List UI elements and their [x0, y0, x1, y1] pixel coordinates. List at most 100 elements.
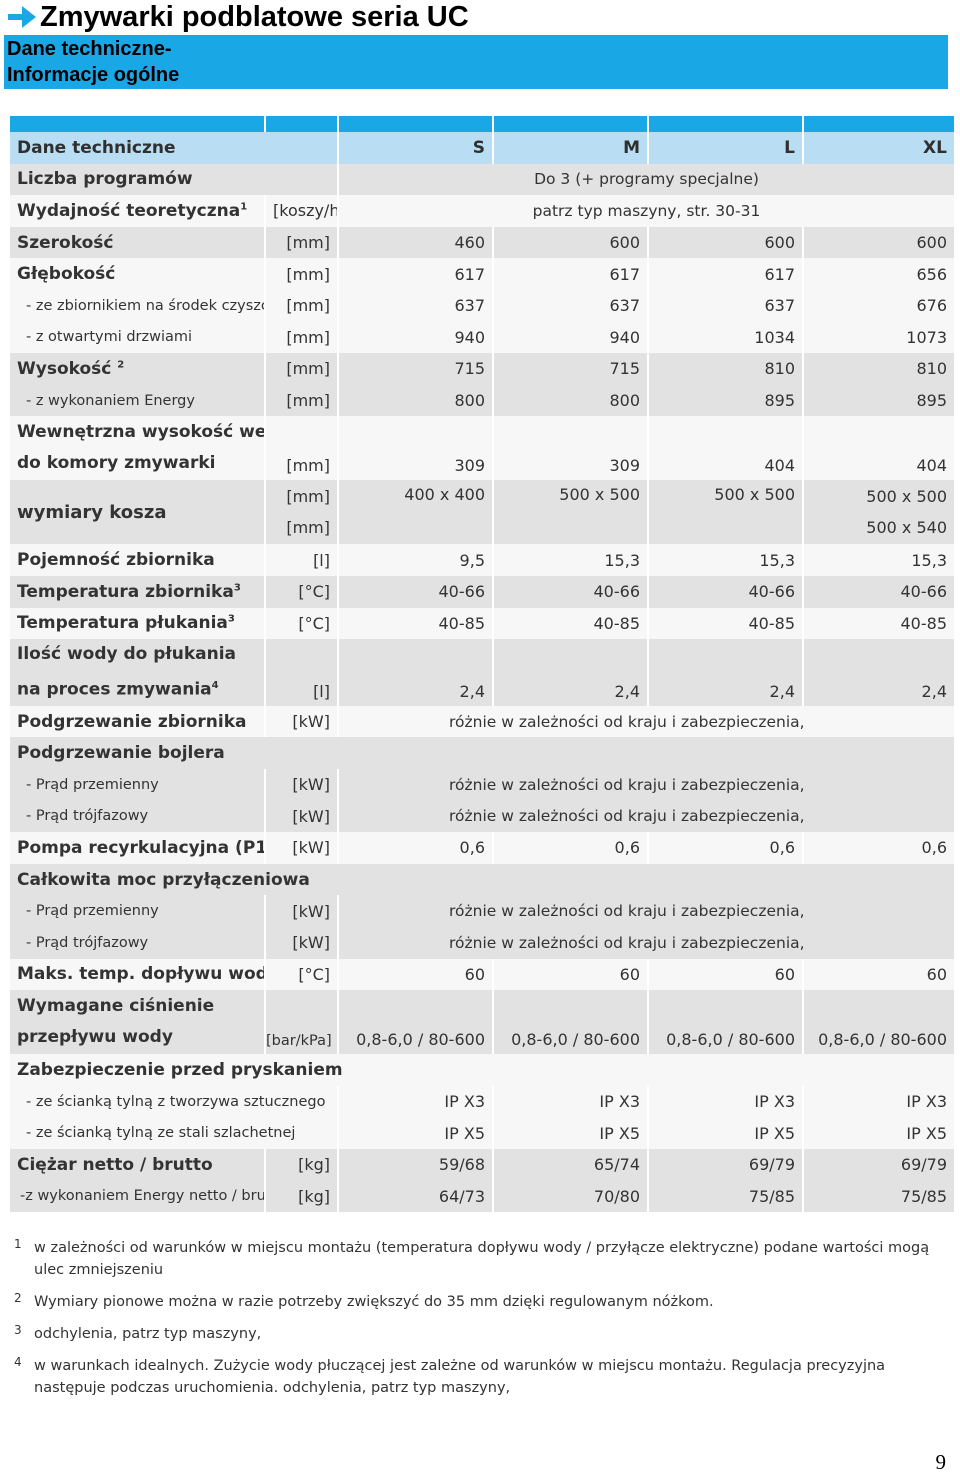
table-row: - Prąd trójfazowy [kW] różnie w zależnoś… [10, 800, 954, 833]
cell-m: 40-66 [493, 575, 649, 608]
cell-xl: 40-66 [803, 575, 954, 608]
row-label: Całkowita moc przyłączeniowa [10, 863, 954, 896]
cell-m: IP X3 [493, 1085, 649, 1118]
cell-m: 70/80 [493, 1180, 649, 1213]
cell-l: 404 [648, 416, 804, 481]
cell-xl: 810 [803, 353, 954, 385]
cell-m: 60 [493, 958, 649, 991]
row-label: - z otwartymi drzwiami [10, 321, 266, 354]
cell-m: IP X5 [493, 1117, 649, 1149]
subtitle-line-2: Informacje ogólne [7, 64, 180, 86]
table-row: Ciężar netto / brutto [kg] 59/68 65/74 6… [10, 1148, 954, 1181]
cell-s: 800 [338, 384, 494, 417]
cell-s: 59/68 [338, 1148, 494, 1181]
footnote: 3 odchylenia, patrz typ maszyny, [14, 1323, 948, 1345]
table-row: Ilość wody do płukania na proces zmywania… [10, 639, 954, 706]
row-value: różnie w zależności od kraju i zabezpiec… [338, 768, 954, 801]
row-unit: [l] [265, 639, 339, 706]
footnote-number: 1 [14, 1237, 22, 1251]
table-row: Wewnętrzna wysokość wejściado komory zmy… [10, 416, 954, 481]
cell-l: 75/85 [648, 1180, 804, 1213]
cell-xl: 2,4 [803, 639, 954, 706]
row-unit: [kW] [265, 800, 339, 833]
row-label: Wymagane ciśnienie przepływu wody [10, 990, 266, 1055]
cell-l: 600 [648, 226, 804, 259]
cell-s: 940 [338, 321, 494, 354]
footnote-text: w warunkach idealnych. Zużycie wody płuc… [34, 1358, 886, 1396]
row-value: różnie w zależności od kraju i zabezpiec… [338, 800, 954, 833]
row-label: Ciężar netto / brutto [10, 1148, 266, 1181]
cell-l: IP X3 [648, 1085, 804, 1118]
row-unit: [°C] [265, 575, 339, 608]
row-unit: [°C] [265, 607, 339, 640]
row-value: Do 3 (+ programy specjalne) [338, 163, 954, 196]
cell-l: 895 [648, 384, 804, 417]
cell-s: 637 [338, 289, 494, 322]
cell-l: 0,6 [648, 832, 804, 864]
footnote-number: 4 [14, 1355, 22, 1369]
column-header-s: S [338, 132, 494, 164]
page-title: Zmywarki podblatowe seria UC [40, 1, 469, 33]
row-value: różnie w zależności od kraju i zabezpiec… [338, 926, 954, 959]
cell-l: 0,8-6,0 / 80-600 [648, 990, 804, 1055]
table-row: wymiary kosza [mm] [mm] 400 x 400 500 x 5… [10, 480, 954, 545]
row-label: Temperatura zbiornika3 [10, 575, 266, 608]
row-label: - ze ścianką tylną z tworzywa sztucznego [10, 1085, 339, 1118]
cell-xl: IP X3 [803, 1085, 954, 1118]
table-row: Pompa recyrkulacyjna (P1) [kW] 0,6 0,6 0… [10, 832, 954, 864]
row-label: Podgrzewanie bojlera [10, 737, 954, 769]
cell-m: 0,6 [493, 832, 649, 864]
cell-xl: 0,6 [803, 832, 954, 864]
cell-xl: IP X5 [803, 1117, 954, 1149]
row-label: - Prąd przemienny [10, 895, 266, 927]
cell-l: 617 [648, 258, 804, 290]
row-label: - Prąd trójfazowy [10, 800, 266, 833]
row-unit: [mm] [265, 384, 339, 417]
row-label: Maks. temp. dopływu wody [10, 958, 266, 991]
row-unit: [mm] [265, 289, 339, 322]
cell-s: 617 [338, 258, 494, 290]
cell-m: 637 [493, 289, 649, 322]
row-label: wymiary kosza [10, 480, 266, 545]
cell-l: 15,3 [648, 544, 804, 576]
cell-s: 64/73 [338, 1180, 494, 1213]
cell-l: 69/79 [648, 1148, 804, 1181]
cell-s: 0,8-6,0 / 80-600 [338, 990, 494, 1055]
cell-xl: 600 [803, 226, 954, 259]
table-row: - ze ścianką tylną z tworzywa sztucznego… [10, 1085, 954, 1118]
row-unit: [kW] [265, 832, 339, 864]
cell-l: 500 x 500 [648, 480, 804, 545]
cell-xl: 500 x 500 500 x 540 [803, 480, 954, 545]
cell-m: 65/74 [493, 1148, 649, 1181]
cell-m: 600 [493, 226, 649, 259]
cell-xl: 60 [803, 958, 954, 991]
row-label: - Prąd przemienny [10, 768, 266, 801]
cell-m: 617 [493, 258, 649, 290]
row-label: Podgrzewanie zbiornika [10, 705, 266, 738]
row-unit: [mm] [265, 353, 339, 385]
table-row: - z otwartymi drzwiami [mm] 940 940 1034… [10, 321, 954, 354]
table-row: - ze zbiornikiem na środek czyszczący [m… [10, 289, 954, 322]
cell-s: 715 [338, 353, 494, 385]
row-unit: [l] [265, 544, 339, 576]
cell-s: IP X3 [338, 1085, 494, 1118]
row-label: Wewnętrzna wysokość wejściado komory zmy… [10, 416, 266, 481]
table-row: Głębokość [mm] 617 617 617 656 [10, 258, 954, 290]
table-top-bar [10, 116, 954, 132]
row-unit: [mm] [mm] [265, 480, 339, 545]
row-unit: [mm] [265, 321, 339, 354]
cell-m: 800 [493, 384, 649, 417]
table-row: Temperatura płukania3 [°C] 40-85 40-85 4… [10, 607, 954, 640]
table-row: - Prąd trójfazowy [kW] różnie w zależnoś… [10, 926, 954, 959]
cell-m: 715 [493, 353, 649, 385]
column-header-xl: XL [803, 132, 954, 164]
table-row: Całkowita moc przyłączeniowa [10, 863, 954, 896]
cell-l: 1034 [648, 321, 804, 354]
subtitle-line-1: Dane techniczne- [7, 38, 172, 60]
cell-l: 40-85 [648, 607, 804, 640]
specs-table: Dane techniczne S M L XL Liczba programó… [10, 116, 954, 1213]
cell-l: IP X5 [648, 1117, 804, 1149]
column-header-l: L [648, 132, 804, 164]
cell-l: 2,4 [648, 639, 804, 706]
cell-xl: 75/85 [803, 1180, 954, 1213]
